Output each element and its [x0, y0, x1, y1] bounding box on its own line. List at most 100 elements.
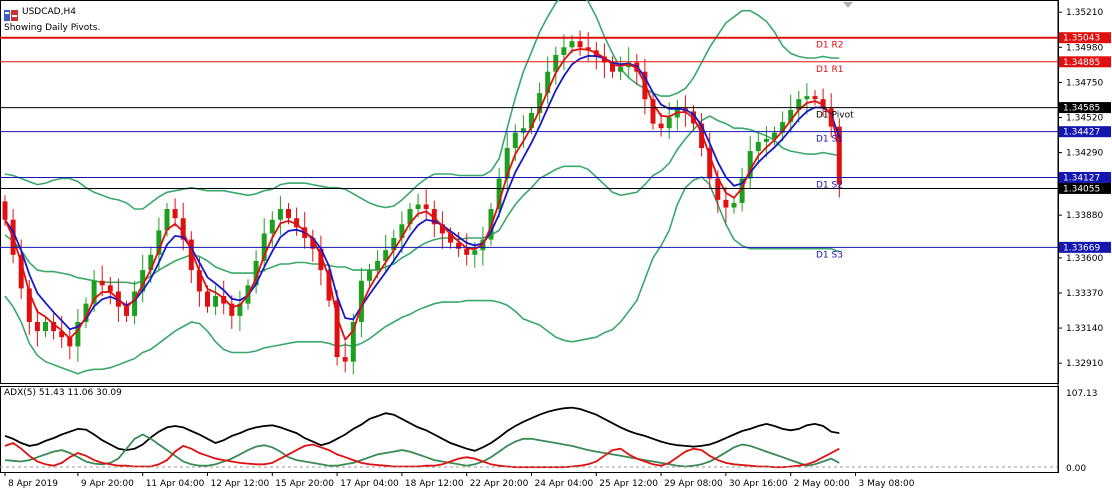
candle-bearish [836, 126, 842, 185]
pivot-price-tag [1059, 171, 1111, 183]
candle-bullish [213, 296, 219, 307]
candle-bearish [812, 96, 818, 100]
candle-bearish [342, 357, 348, 362]
candle-bearish [658, 123, 664, 129]
candle-bullish [772, 132, 777, 139]
candle-bullish [75, 321, 81, 347]
candle-bearish [286, 209, 291, 219]
pivot-price-label: 1.34427 [1063, 128, 1100, 138]
candle-bullish [747, 151, 753, 179]
time-tick-label: 8 Apr 2019 [8, 479, 58, 489]
candle-bearish [464, 248, 470, 255]
candle-bullish [367, 270, 372, 281]
candle-bearish [334, 300, 340, 358]
candle-bullish [140, 270, 146, 292]
candle-bullish [148, 254, 154, 271]
time-tick-label: 29 Apr 08:00 [664, 479, 723, 489]
candle-bearish [699, 123, 705, 149]
current-price-label: 1.34055 [1063, 184, 1100, 194]
candle-bearish [99, 280, 105, 286]
candle-bullish [504, 148, 510, 179]
candle-bullish [132, 291, 138, 316]
candle-bearish [124, 306, 129, 316]
price-tick-label: 1.34290 [1066, 149, 1103, 159]
candle-bearish [448, 233, 453, 243]
candle-bearish [205, 291, 210, 307]
candle-bullish [164, 209, 170, 231]
candle-bullish [780, 122, 786, 133]
price-tick-label: 1.33140 [1066, 324, 1103, 334]
price-tick-label: 1.34750 [1066, 78, 1103, 88]
time-tick-label: 9 Apr 20:00 [81, 479, 134, 489]
pivot-price-label: 1.34585 [1063, 104, 1100, 114]
adx-series-line [4, 433, 840, 468]
price-tick-label: 1.35210 [1066, 8, 1103, 18]
candle-bearish [18, 254, 24, 289]
candle-bullish [253, 260, 259, 286]
candle-bullish [91, 280, 97, 304]
pivot-price-label: 1.35043 [1063, 34, 1100, 44]
pivot-name-label: D1 R1 [816, 65, 844, 75]
candle-bearish [107, 285, 113, 292]
candle-bullish [358, 280, 364, 322]
pivot-price-label: 1.34127 [1063, 173, 1100, 183]
candle-bearish [707, 148, 713, 179]
candle-bearish [59, 331, 65, 338]
pivot-price-tag [1059, 241, 1111, 253]
candle-bullish [763, 138, 769, 142]
candle-bullish [731, 202, 737, 208]
candle-bullish [83, 303, 89, 322]
pivot-price-label: 1.33669 [1063, 243, 1100, 253]
pivot-name-label: D1 Pivot [816, 111, 854, 121]
candle-bullish [520, 128, 526, 133]
candle-bullish [496, 178, 502, 210]
candle-bearish [188, 239, 194, 271]
pivot-name-label: D1 S2 [816, 180, 843, 190]
candle-bearish [723, 199, 729, 208]
candle-bullish [788, 109, 794, 123]
candle-bullish [415, 204, 421, 210]
moving-average-slow-line [4, 54, 841, 331]
candle-bullish [472, 250, 478, 255]
candle-bearish [650, 99, 656, 124]
candle-bullish [569, 41, 575, 48]
candle-bullish [350, 321, 356, 362]
price-tick-label: 1.33370 [1066, 289, 1103, 299]
candle-bullish [156, 230, 162, 255]
time-tick-label: 3 May 08:00 [859, 479, 915, 489]
candle-bearish [423, 204, 429, 210]
candle-bullish [269, 219, 275, 234]
candle-bullish [383, 250, 389, 261]
price-tick-label: 1.33880 [1066, 211, 1103, 221]
price-tick-label: 1.34520 [1066, 113, 1103, 123]
candle-bullish [237, 303, 243, 316]
candle-bullish [553, 54, 559, 72]
pivot-price-label: 1.34885 [1063, 58, 1100, 68]
time-tick-label: 12 Apr 12:00 [211, 479, 270, 489]
candle-bearish [310, 238, 316, 249]
candle-bearish [26, 288, 32, 322]
adx-min-label: 0.00 [1066, 464, 1086, 474]
candle-bullish [391, 238, 397, 251]
scroll-marker-icon [843, 2, 853, 8]
candle-bullish [529, 112, 534, 129]
pivot-price-tag [1059, 56, 1111, 68]
price-tick-label: 1.33600 [1066, 254, 1103, 264]
candle-bearish [294, 218, 300, 228]
pivot-name-label: D1 S3 [816, 250, 843, 260]
candle-bearish [601, 56, 607, 63]
time-tick-label: 25 Apr 12:00 [599, 479, 658, 489]
time-tick-label: 18 Apr 12:00 [405, 479, 464, 489]
time-tick-label: 11 Apr 04:00 [146, 479, 205, 489]
candle-bullish [804, 96, 810, 100]
candle-bearish [221, 296, 227, 304]
pivot-name-label: D1 R2 [816, 41, 844, 51]
candle-bullish [43, 321, 48, 332]
candle-bearish [67, 337, 73, 347]
adx-plot-frame [0, 386, 1059, 473]
candle-bearish [318, 248, 324, 271]
adx-indicator-label: ADX(5) 51.43 11.06 30.09 [4, 388, 122, 398]
moving-average-fast-line [4, 48, 841, 342]
current-price-tag [1059, 182, 1111, 194]
